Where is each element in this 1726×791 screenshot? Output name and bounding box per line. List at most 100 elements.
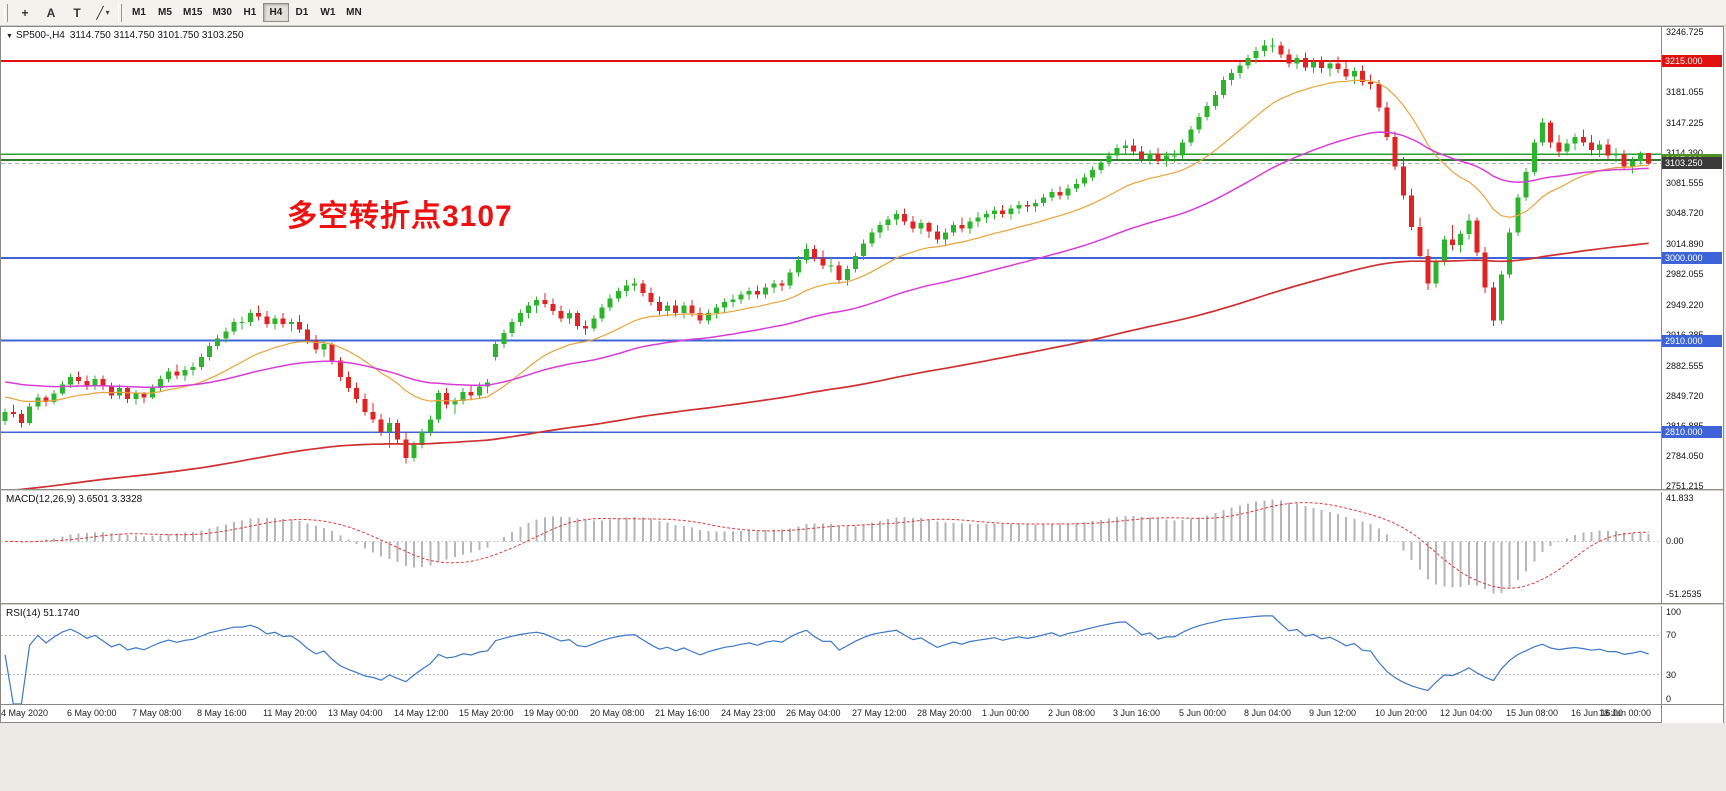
text-label-icon: T (73, 5, 81, 20)
timeframe-button-m5[interactable]: M5 (158, 7, 172, 18)
timeframe-toolbar-grip[interactable] (118, 3, 122, 22)
price-tick-label: 2849.720 (1666, 391, 1704, 401)
price-tick-label: 2982.055 (1666, 269, 1704, 279)
time-label: 28 May 20:00 (917, 708, 972, 718)
ohlc-values: 3114.750 3114.750 3101.750 3103.250 (69, 30, 244, 41)
macd-tick-label: -51.2535 (1666, 589, 1702, 599)
macd-pane: 41.833 0.00 -51.2535 MACD(12,26,9) 3.6501 … (1, 492, 1723, 603)
price-tick-label: 3048.720 (1666, 208, 1704, 218)
time-axis[interactable]: 4 May 2020 6 May 00:00 7 May 08:00 8 May 16… (1, 704, 1723, 723)
toolbar-grip[interactable] (4, 3, 8, 22)
macd-name: MACD(12,26,9) (6, 494, 76, 505)
price-tag-2910.000: 2910.000 (1662, 335, 1722, 347)
rsi-tick-label: 100 (1666, 607, 1682, 617)
timeframe-button-h4[interactable]: H4 (262, 3, 289, 22)
time-label: 15 May 20:00 (459, 708, 514, 718)
price-tick-label: 3147.225 (1666, 118, 1704, 128)
crosshair-tool-button[interactable]: + (13, 3, 37, 23)
macd-axis[interactable]: 41.833 0.00 -51.2535 (1661, 492, 1723, 603)
price-tick-label: 3114.390 (1666, 148, 1703, 158)
chart-menu-arrow-icon[interactable]: ▼ (6, 33, 13, 40)
price-tick-label: 3181.055 (1666, 87, 1704, 97)
time-label: 13 May 04:00 (328, 708, 383, 718)
text-label-tool-button[interactable]: T (65, 3, 89, 23)
price-tick-label: 2751.215 (1666, 481, 1704, 489)
macd-values: 3.6501 3.3328 (78, 494, 143, 505)
time-label: 21 May 16:00 (655, 708, 710, 718)
time-axis-corner (1661, 705, 1723, 723)
chart-title: ▼ SP500-,H4 3114.750 3114.750 3101.750 310… (6, 30, 244, 41)
price-tick-label: 2882.555 (1666, 361, 1704, 371)
time-label: 8 Jun 04:00 (1244, 708, 1292, 718)
time-label: 10 Jun 20:00 (1375, 708, 1428, 718)
draw-objects-tool-button[interactable]: ╱ ▾ (91, 3, 115, 23)
price-pane: 3246.7253213.8903181.0553147.2253114.390… (1, 27, 1723, 489)
arrow-tool-button[interactable]: A (39, 3, 63, 23)
price-tick-label: 3246.725 (1666, 27, 1704, 37)
time-label: 18 Jun 00:00 (1599, 708, 1652, 718)
toolbar: + A T ╱ ▾ M1 M5 M15 M30 H1 H4 D1 W1 MN (0, 0, 1726, 26)
price-tick-label: 3014.890 (1666, 239, 1704, 249)
rsi-canvas[interactable] (1, 606, 1661, 704)
macd-label: MACD(12,26,9) 3.6501 3.3328 (6, 494, 142, 505)
symbol-title: SP500-,H4 (15, 30, 65, 41)
time-label: 5 Jun 00:00 (1179, 708, 1227, 718)
price-tick-label: 2784.050 (1666, 451, 1704, 461)
timeframe-button-d1[interactable]: D1 (295, 7, 309, 18)
time-label: 16 Jun 16:00 (1571, 708, 1624, 718)
price-tag-2810.000: 2810.000 (1662, 426, 1722, 438)
rsi-value: 51.1740 (43, 608, 80, 619)
timeframe-button-m30[interactable]: M30 (212, 7, 232, 18)
macd-canvas[interactable] (1, 492, 1661, 603)
time-label: 15 Jun 08:00 (1506, 708, 1559, 718)
timeframe-button-m15[interactable]: M15 (183, 7, 203, 18)
price-tick-label: 2949.220 (1666, 300, 1704, 310)
rsi-label: RSI(14) 51.1740 (6, 608, 79, 619)
time-label: 2 Jun 08:00 (1048, 708, 1096, 718)
pane-separator-macd[interactable] (1, 489, 1723, 492)
timeframe-group: M1 M5 M15 M30 H1 H4 D1 W1 MN (126, 3, 367, 22)
time-label: 1 Jun 00:00 (982, 708, 1030, 718)
price-tag-3103.250: 3103.250 (1662, 157, 1722, 169)
price-chart-canvas[interactable] (1, 27, 1661, 489)
draw-objects-icon: ╱ (96, 5, 104, 20)
time-label: 27 May 12:00 (852, 708, 907, 718)
arrow-icon: A (46, 5, 56, 20)
price-tag-3215.000: 3215.000 (1662, 55, 1722, 67)
time-label: 19 May 00:00 (524, 708, 579, 718)
macd-tick-label: 0.00 (1666, 536, 1684, 546)
time-label: 8 May 16:00 (197, 708, 247, 718)
time-label: 11 May 20:00 (263, 708, 317, 718)
rsi-axis[interactable]: 100 70 30 0 (1661, 606, 1723, 704)
rsi-tick-label: 0 (1666, 694, 1672, 704)
chart-window: 3246.7253213.8903181.0553147.2253114.390… (0, 26, 1724, 723)
time-label: 7 May 08:00 (132, 708, 182, 718)
time-label: 24 May 23:00 (721, 708, 776, 718)
price-tick-label: 3081.555 (1666, 178, 1704, 188)
price-tag-3000.000: 3000.000 (1662, 252, 1722, 264)
time-label: 12 Jun 04:00 (1440, 708, 1493, 718)
time-label: 6 May 00:00 (67, 708, 117, 718)
price-axis[interactable]: 3246.7253213.8903181.0553147.2253114.390… (1661, 27, 1723, 489)
time-label: 9 Jun 12:00 (1309, 708, 1357, 718)
bottom-area (0, 723, 1726, 791)
rsi-tick-label: 30 (1666, 670, 1677, 680)
rsi-pane: 100 70 30 0 RSI(14) 51.1740 (1, 606, 1723, 704)
pane-separator-rsi[interactable] (1, 603, 1723, 606)
tool-group: + A T ╱ ▾ (12, 3, 116, 23)
time-label: 26 May 04:00 (786, 708, 841, 718)
chart-annotation[interactable]: 多空转折点3107 (287, 200, 513, 233)
chevron-down-icon: ▾ (105, 8, 110, 17)
timeframe-button-m1[interactable]: M1 (132, 7, 146, 18)
time-label: 20 May 08:00 (590, 708, 645, 718)
timeframe-button-mn[interactable]: MN (346, 7, 362, 18)
macd-tick-label: 41.833 (1666, 493, 1694, 503)
timeframe-button-h1[interactable]: H1 (243, 7, 257, 18)
time-label: 4 May 2020 (1, 708, 49, 718)
crosshair-icon: + (21, 5, 29, 20)
time-label: 3 Jun 16:00 (1113, 708, 1161, 718)
time-label: 14 May 12:00 (394, 708, 449, 718)
timeframe-button-w1[interactable]: W1 (320, 7, 336, 18)
rsi-tick-label: 70 (1666, 630, 1677, 640)
